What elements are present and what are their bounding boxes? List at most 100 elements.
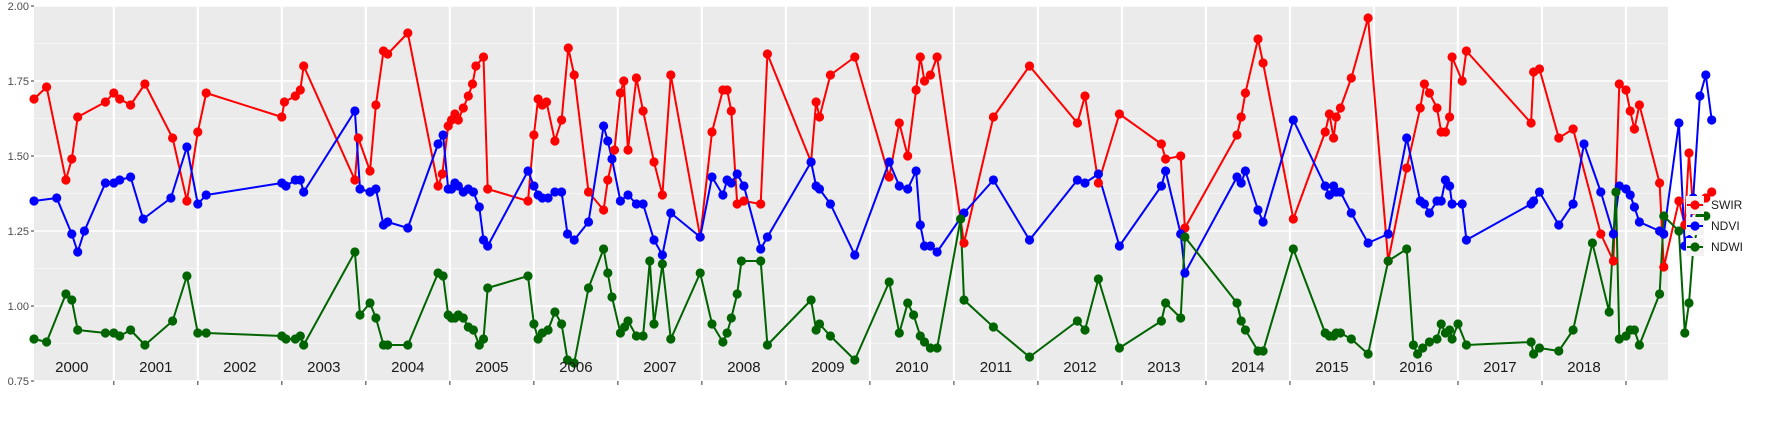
data-point-ndwi [718,337,728,347]
data-point-ndvi [1534,187,1545,197]
data-point-ndwi [1335,328,1345,338]
data-point-swir [1176,151,1186,161]
data-point-swir [467,79,478,89]
data-point-ndvi [884,157,894,167]
data-point-swir [115,94,125,104]
data-point-swir [433,181,443,191]
data-point-swir [583,187,594,197]
data-point-swir [959,238,969,248]
year-label: 2001 [139,359,172,376]
data-point-ndwi [458,313,468,323]
data-point-ndwi [825,331,836,341]
data-point-ndvi [1707,115,1717,125]
data-point-swir [894,118,904,128]
data-point-swir [471,61,481,71]
data-point-ndwi [42,337,52,347]
data-point-swir [1320,127,1330,137]
data-point-ndwi [523,271,533,281]
y-tick-label: 1.75 [8,76,29,88]
data-point-ndwi [350,247,360,257]
y-tick-label: 1.00 [8,301,29,313]
data-point-ndvi [126,172,136,182]
data-point-swir [279,97,289,107]
data-point-swir [353,133,363,143]
year-label: 2010 [895,359,928,376]
data-point-swir [523,196,533,206]
data-point-swir [1156,139,1166,149]
data-point-swir [1707,187,1717,197]
data-point-ndvi [814,184,825,194]
data-point-ndwi [468,325,478,335]
data-point-ndvi [1554,220,1564,230]
year-label: 2018 [1567,359,1600,376]
data-point-ndwi [762,340,773,350]
data-point-swir [1659,262,1669,272]
data-point-swir [67,154,77,164]
data-point-ndwi [959,295,969,305]
year-label: 2013 [1147,359,1180,376]
data-point-swir [1534,64,1545,74]
data-point-ndvi [371,184,381,194]
data-point-swir [295,85,305,95]
data-point-ndvi [695,232,705,242]
data-point-ndvi [1236,178,1246,188]
data-point-ndwi [884,277,894,287]
data-point-swir [1114,109,1124,119]
data-point-ndvi [1161,166,1171,176]
legend: SWIR NDVI NDWI [1686,196,1743,256]
data-point-ndwi [1684,298,1694,308]
data-point-swir [569,70,579,80]
data-point-ndwi [1346,334,1356,344]
data-point-ndvi [1363,238,1373,248]
data-point-ndwi [756,256,766,266]
data-point-swir [483,184,493,194]
data-point-swir [350,175,360,185]
data-point-ndvi [903,184,913,194]
data-point-ndvi [474,202,484,212]
data-point-ndwi [543,325,553,335]
data-point-ndvi [1447,199,1457,209]
data-point-swir [61,175,71,185]
data-point-ndwi [1604,307,1614,317]
year-label: 2009 [811,359,844,376]
data-point-ndvi [623,190,633,200]
data-point-swir [557,115,567,125]
data-point-ndwi [1554,346,1564,356]
data-point-ndvi [1240,166,1250,176]
data-point-ndvi [739,181,749,191]
data-point-ndvi [915,220,925,230]
data-point-swir [988,112,999,122]
data-point-ndvi [850,250,860,260]
data-point-ndvi [1180,268,1190,278]
data-point-ndvi [988,175,999,185]
data-point-ndvi [1608,229,1618,239]
data-point-ndwi [707,319,717,329]
data-point-ndwi [583,283,594,293]
data-point-ndvi [550,187,560,197]
data-point-swir [1432,103,1442,113]
data-point-ndvi [1346,208,1356,218]
data-point-ndvi [911,166,921,176]
y-tick-label: 0.75 [8,376,29,388]
data-point-ndwi [1424,337,1434,347]
data-point-ndvi [562,229,573,239]
data-point-ndwi [1383,256,1393,266]
data-point-ndwi [1674,226,1684,236]
data-point-ndvi [433,139,443,149]
data-point-ndwi [631,331,642,341]
data-point-ndwi [1236,316,1246,326]
data-point-swir [383,49,393,59]
data-point-ndvi [468,187,478,197]
data-point-ndvi [718,190,728,200]
data-point-swir [1080,91,1090,101]
data-point-ndwi [383,340,393,350]
data-point-swir [726,106,736,116]
data-point-ndvi [806,157,816,167]
data-point-ndwi [29,334,39,344]
data-point-swir [1445,112,1455,122]
data-point-ndwi [1093,274,1103,284]
year-label: 2015 [1315,359,1348,376]
data-point-ndvi [894,181,904,191]
